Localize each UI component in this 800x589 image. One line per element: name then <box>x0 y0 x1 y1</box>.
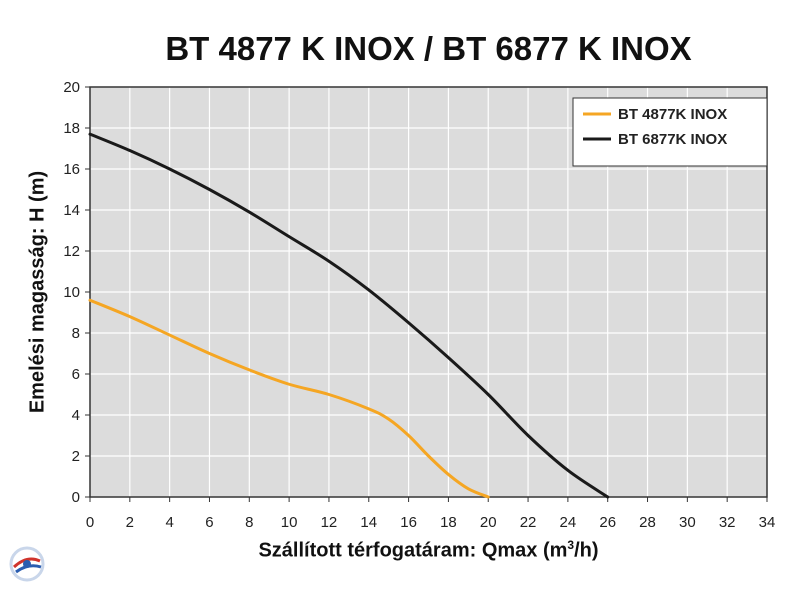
x-tick-label: 8 <box>245 514 253 531</box>
y-tick-label: 10 <box>63 284 80 301</box>
x-axis-label-superscript: 3 <box>567 538 575 552</box>
x-axis-label-end: /h) <box>574 539 599 562</box>
x-tick-label: 14 <box>360 514 377 531</box>
x-tick-label: 20 <box>480 514 497 531</box>
y-tick-label: 8 <box>72 325 80 342</box>
x-tick-label: 4 <box>165 514 173 531</box>
x-tick-label: 0 <box>86 514 94 531</box>
y-tick-label: 0 <box>72 489 80 506</box>
x-axis-label: Szállított térfogatáram: Qmax (m3/h) <box>90 538 767 563</box>
x-tick-label: 34 <box>759 514 776 531</box>
x-tick-label: 16 <box>400 514 417 531</box>
legend-box <box>572 97 768 167</box>
x-tick-label: 12 <box>321 514 338 531</box>
y-tick-label: 18 <box>63 120 80 137</box>
series-line-1 <box>88 298 490 499</box>
x-tick-label: 32 <box>719 514 736 531</box>
x-tick-label: 26 <box>599 514 616 531</box>
x-tick-label: 22 <box>520 514 537 531</box>
x-tick-label: 30 <box>679 514 696 531</box>
y-tick-label: 16 <box>63 161 80 178</box>
x-tick-label: 10 <box>281 514 298 531</box>
x-tick-label: 2 <box>126 514 134 531</box>
x-tick-label: 6 <box>205 514 213 531</box>
series-line-2 <box>88 132 610 499</box>
y-tick-label: 2 <box>72 448 80 465</box>
legend-label-1: BT 4877K INOX <box>618 106 727 123</box>
y-tick-label: 4 <box>72 407 80 424</box>
y-tick-label: 6 <box>72 366 80 383</box>
x-tick-label: 28 <box>639 514 656 531</box>
y-tick-label: 12 <box>63 243 80 260</box>
x-tick-label: 18 <box>440 514 457 531</box>
x-tick-label: 24 <box>560 514 577 531</box>
x-axis-label-main: Szállított térfogatáram: Qmax (m <box>258 539 568 562</box>
y-tick-label: 14 <box>63 202 80 219</box>
legend-label-2: BT 6877K INOX <box>618 131 727 148</box>
chart-title: BT 4877 K INOX / BT 6877 K INOX <box>165 30 692 67</box>
brand-logo-icon <box>9 546 45 582</box>
y-tick-label: 20 <box>63 79 80 96</box>
